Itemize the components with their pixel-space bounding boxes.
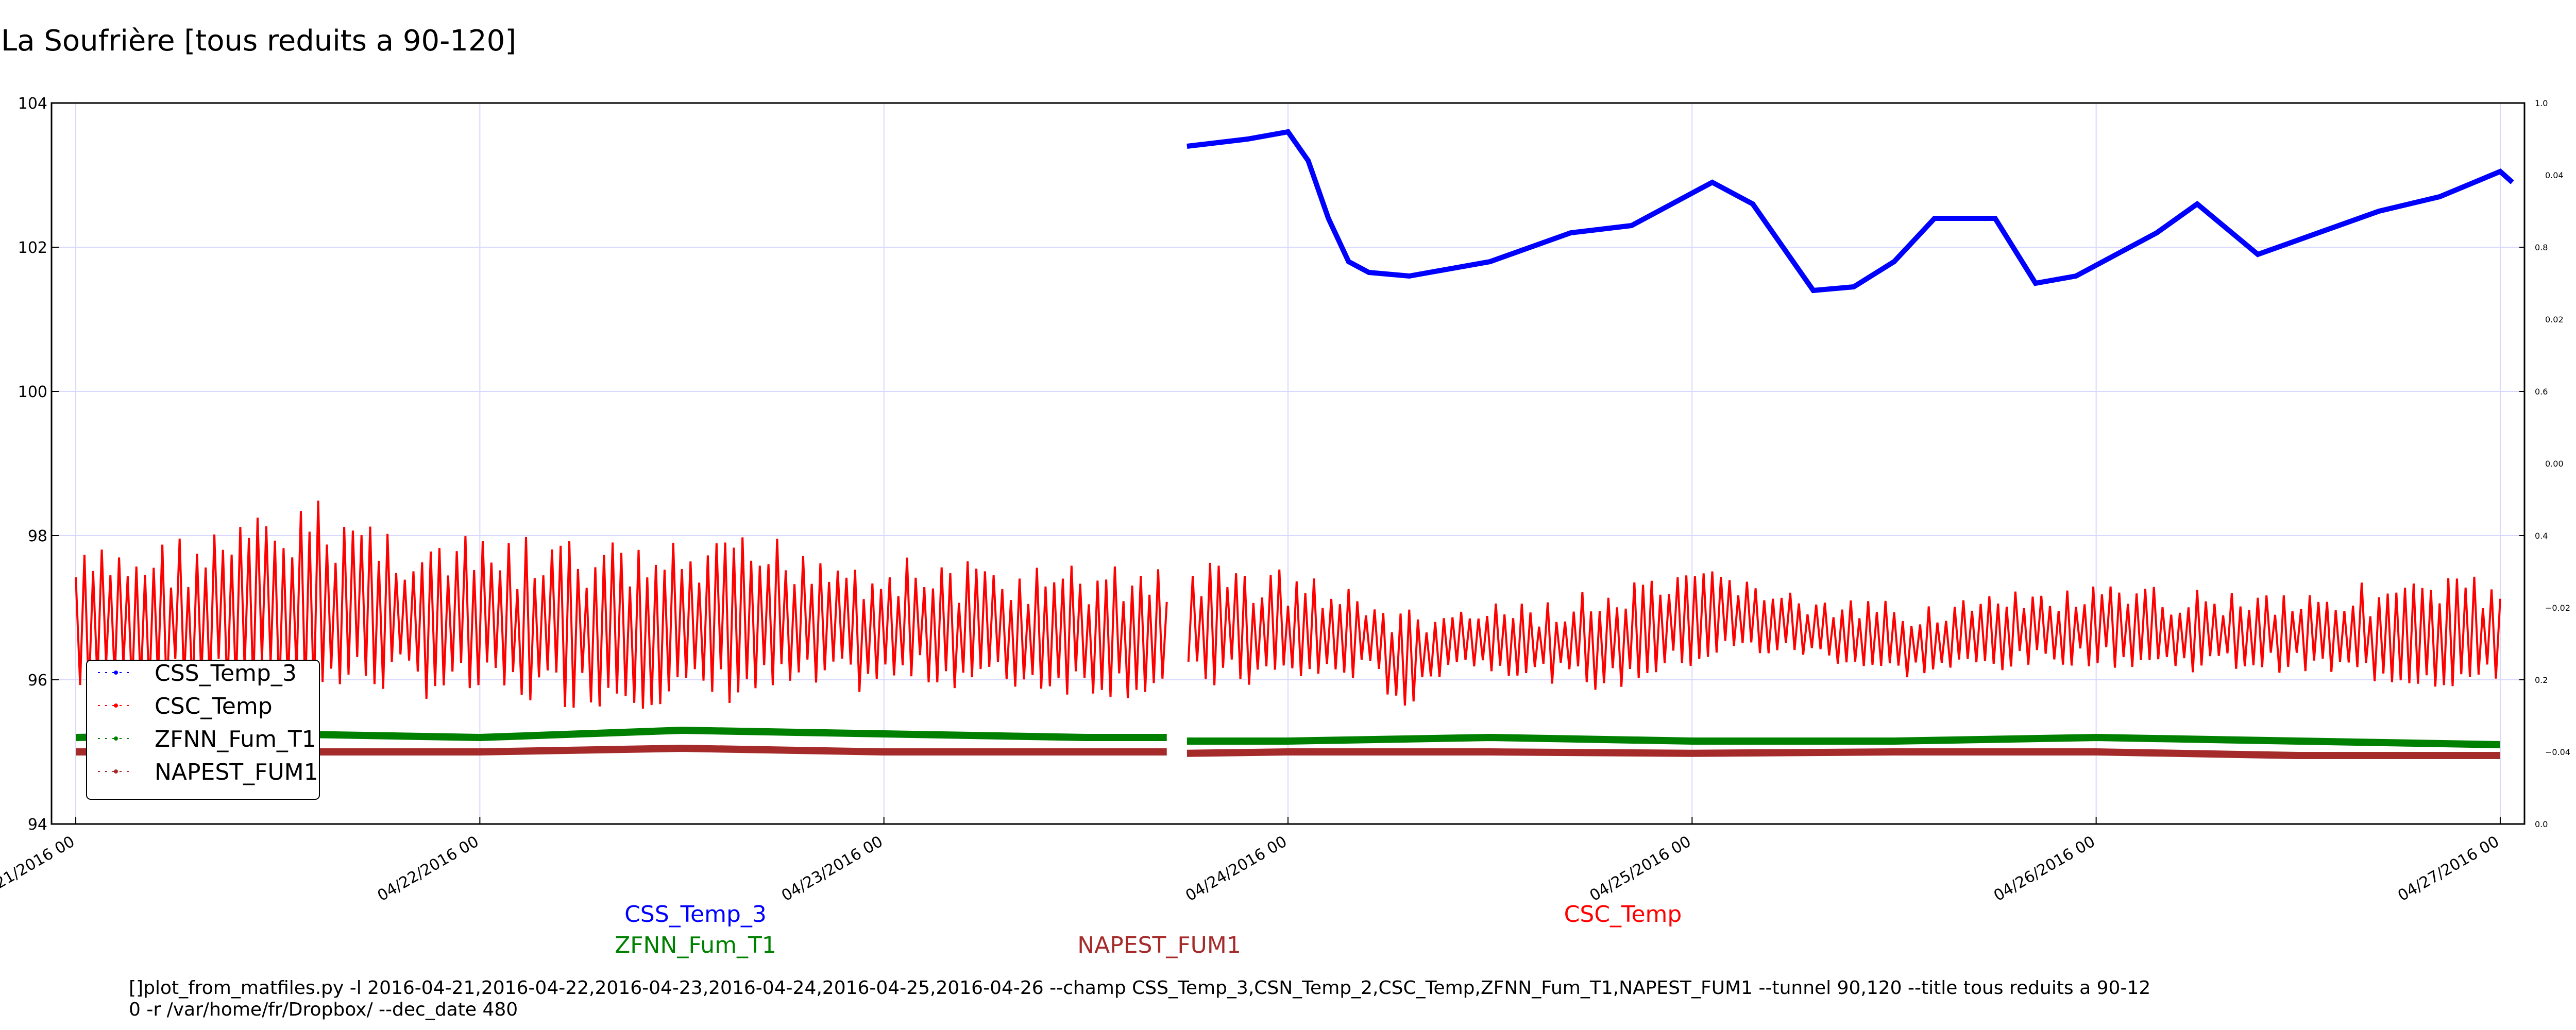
series-line xyxy=(75,500,2501,709)
x-tick-label: 04/21/2016 00 xyxy=(0,833,78,905)
y-tick-label: 96 xyxy=(28,672,47,690)
command-line-2: 0 -r /var/home/fr/Dropbox/ --dec_date 48… xyxy=(129,999,518,1020)
right-inner-tick-label: 0.02 xyxy=(2545,315,2564,324)
right-tick-label: 0.4 xyxy=(2535,531,2548,541)
legend-dot xyxy=(114,703,118,708)
y-tick-label: 102 xyxy=(18,239,47,257)
series-line xyxy=(1187,129,2514,294)
x-tick-label: 04/25/2016 00 xyxy=(1587,833,1694,905)
right-inner-tick-label: 0.04 xyxy=(2545,170,2564,180)
legend: CSS_Temp_3 CSC_Temp ZFNN_Fum_T1 NAPEST_FUM1 xyxy=(86,660,320,800)
legend-dot xyxy=(114,769,118,774)
x-tick-label: 04/26/2016 00 xyxy=(1991,833,2098,905)
legend-label: CSC_Temp xyxy=(155,693,273,719)
legend-box xyxy=(86,660,320,800)
right-tick-label: 0.6 xyxy=(2535,387,2548,397)
right-tick-label: 0.0 xyxy=(2535,819,2548,829)
right-tick-label: 1.0 xyxy=(2535,98,2548,108)
series-napest-fum1 xyxy=(76,744,2500,759)
series-css-temp-3 xyxy=(1187,129,2514,294)
right-inner-tick-label: −0.04 xyxy=(2545,747,2570,757)
x-tick-label: 04/23/2016 00 xyxy=(778,833,886,905)
label-napest-fum1: NAPEST_FUM1 xyxy=(1077,932,1241,958)
legend-label: CSS_Temp_3 xyxy=(155,660,297,686)
chart-title: La Soufrière [tous reduits a 90-120] xyxy=(1,24,516,58)
right-inner-tick-label: −0.02 xyxy=(2545,603,2570,613)
x-axis: 04/21/2016 00 04/22/2016 00 04/23/2016 00 0… xyxy=(0,817,2502,905)
legend-label: NAPEST_FUM1 xyxy=(155,759,318,785)
right-tick-label: 0.2 xyxy=(2535,675,2548,685)
y-tick-label: 98 xyxy=(28,527,47,545)
x-tick-label: 04/27/2016 00 xyxy=(2395,833,2502,905)
x-tick-label: 04/22/2016 00 xyxy=(375,833,482,905)
y-tick-label: 94 xyxy=(28,816,47,834)
series-line xyxy=(76,744,2500,759)
right-tick-label: 0.8 xyxy=(2535,243,2548,252)
right-axis: 0.0 0.2 0.4 0.6 0.8 1.0 −0.04 −0.02 0.00 0.02 0.04 xyxy=(2519,98,2570,829)
right-inner-tick-label: 0.00 xyxy=(2545,459,2564,469)
series-layer xyxy=(75,129,2514,759)
command-line-1: []plot_from_matfiles.py -l 2016-04-21,20… xyxy=(129,977,2150,999)
legend-dot xyxy=(114,736,118,741)
label-css-temp-3: CSS_Temp_3 xyxy=(624,901,767,928)
label-csc-temp: CSC_Temp xyxy=(1564,901,1682,928)
series-csc-temp xyxy=(75,500,2501,709)
y-tick-label: 100 xyxy=(18,383,47,401)
y-tick-label: 104 xyxy=(18,95,47,113)
grid xyxy=(52,103,2524,824)
legend-dot xyxy=(114,671,118,675)
x-tick-label: 04/24/2016 00 xyxy=(1182,833,1290,905)
label-zfnn-fum-t1: ZFNN_Fum_T1 xyxy=(615,932,776,958)
legend-label: ZFNN_Fum_T1 xyxy=(155,726,316,752)
y-axis: 94 96 98 100 102 104 xyxy=(18,95,59,834)
